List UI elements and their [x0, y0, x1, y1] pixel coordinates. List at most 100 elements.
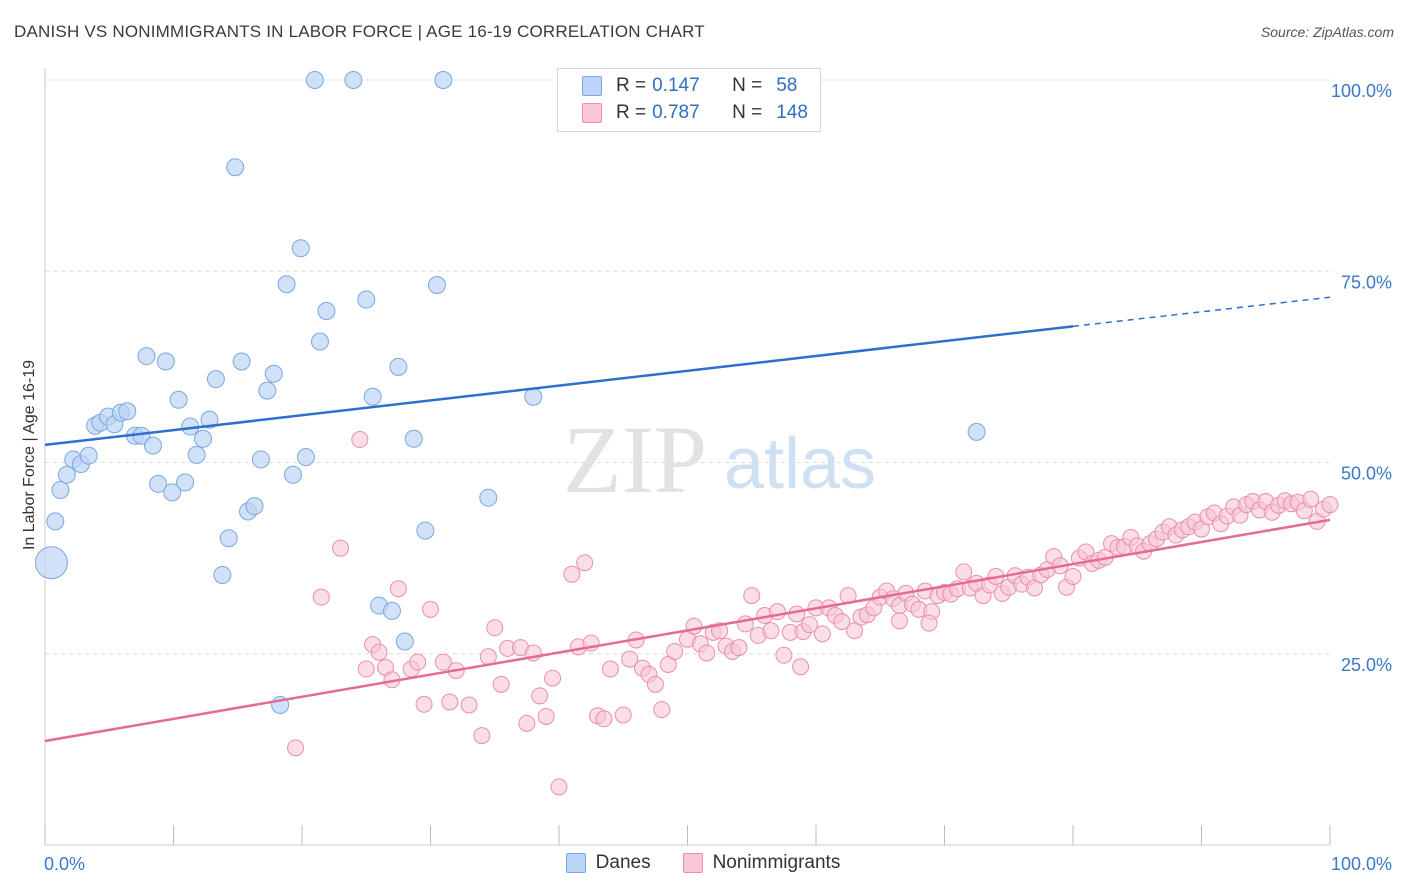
danes-n-value: 58 — [776, 75, 798, 96]
nonimmigrants-point — [576, 554, 594, 572]
nonimmigrants-swatch — [582, 103, 602, 123]
trend-lines — [44, 296, 1331, 743]
danes-point — [194, 429, 213, 448]
nonimmigrants-r-value: 0.787 — [652, 102, 700, 123]
danes-point — [395, 632, 414, 651]
danes-point — [310, 332, 329, 351]
y-tick-label: 25.0% — [1341, 655, 1392, 675]
nonimmigrants-point — [891, 612, 909, 630]
nonimmigrants-point — [357, 660, 375, 678]
nonimmigrants-point — [537, 707, 555, 725]
danes-point — [277, 275, 296, 294]
danes-point — [176, 473, 195, 492]
y-tick-label: 100.0% — [1331, 81, 1392, 101]
nonimmigrants-points — [287, 431, 1339, 796]
danes-point — [46, 512, 65, 531]
nonimmigrants-point — [653, 701, 671, 719]
danes-point — [284, 465, 303, 484]
x-tick-label: 0.0% — [44, 854, 85, 874]
nonimmigrants-point — [518, 714, 536, 732]
axes — [44, 68, 1331, 846]
source-label: Source: ZipAtlas.com — [1260, 24, 1394, 40]
nonimmigrants-point — [422, 600, 439, 618]
nonimmigrants-legend-swatch — [682, 853, 703, 873]
nonimmigrants-point — [788, 605, 806, 623]
nonimmigrants-n-label: N = — [732, 102, 763, 123]
danes-trend-line — [44, 325, 1074, 447]
danes-point — [149, 474, 168, 493]
nonimmigrants-point — [409, 653, 427, 671]
danes-point — [206, 370, 225, 389]
nonimmigrants-point — [370, 643, 388, 661]
danes-point — [524, 387, 543, 406]
nonimmigrants-point — [666, 642, 684, 660]
danes-point — [291, 239, 310, 258]
tick-labels: 25.0% 50.0% 75.0% 100.0% 0.0% 100.0% — [44, 81, 1392, 874]
watermark-atlas: atlas — [724, 424, 876, 504]
danes-point — [389, 357, 408, 376]
nonimmigrants-point — [846, 622, 864, 640]
danes-point — [169, 390, 188, 409]
danes-point — [363, 387, 382, 406]
series-legend: Danes Nonimmigrants — [0, 852, 1406, 874]
danes-point — [264, 364, 283, 383]
nonimmigrants-point — [768, 603, 786, 621]
legend-item-danes[interactable]: Danes — [565, 852, 651, 874]
x-tick-label: 100.0% — [1331, 854, 1392, 874]
danes-point — [187, 445, 206, 464]
danes-point — [251, 450, 270, 469]
nonimmigrants-point — [601, 660, 619, 678]
danes-point — [434, 71, 453, 89]
nonimmigrants-point — [762, 622, 780, 640]
danes-point — [156, 352, 175, 371]
watermark-zip: ZIP — [563, 406, 707, 513]
danes-point — [258, 381, 277, 400]
danes-point — [232, 352, 251, 371]
nonimmigrants-point — [287, 739, 305, 757]
nonimmigrants-point — [441, 693, 459, 711]
nonimmigrants-point — [434, 653, 452, 671]
nonimmigrants-legend-label: Nonimmigrants — [712, 852, 841, 873]
nonimmigrants-point — [312, 588, 330, 606]
danes-point — [200, 410, 219, 429]
y-axis-label: In Labor Force | Age 16-19 — [21, 360, 38, 550]
y-tick-label: 75.0% — [1341, 272, 1392, 292]
danes-point — [245, 497, 264, 516]
nonimmigrants-point — [595, 710, 613, 728]
nonimmigrants-point — [614, 706, 632, 724]
danes-point — [382, 601, 401, 620]
nonimmigrants-point — [479, 648, 497, 666]
legend-item-nonimmigrants[interactable]: Nonimmigrants — [682, 852, 841, 874]
danes-point — [163, 483, 182, 502]
danes-n-label: N = — [732, 75, 763, 96]
nonimmigrants-point — [492, 675, 510, 693]
danes-point — [296, 448, 315, 467]
nonimmigrants-point — [833, 613, 851, 631]
nonimmigrants-point — [730, 639, 748, 657]
chart-title: DANISH VS NONIMMIGRANTS IN LABOR FORCE |… — [14, 22, 705, 41]
danes-point — [143, 436, 162, 455]
nonimmigrants-point — [563, 565, 581, 583]
legend-row-nonimmigrants: R = 0.787 N = 148 — [582, 101, 808, 125]
danes-point — [57, 465, 76, 484]
nonimmigrants-point — [473, 727, 491, 745]
nonimmigrants-point — [389, 580, 407, 598]
stats-legend: R = 0.147 N = 58 R = 0.787 N = 148 — [557, 68, 821, 132]
nonimmigrants-point — [801, 616, 819, 634]
nonimmigrants-point — [1064, 567, 1082, 585]
nonimmigrants-point — [813, 625, 831, 643]
nonimmigrants-point — [685, 617, 703, 635]
nonimmigrants-point — [415, 695, 433, 713]
danes-point — [404, 429, 423, 448]
nonimmigrants-point — [332, 539, 350, 557]
nonimmigrants-point — [486, 619, 504, 637]
legend-row-danes: R = 0.147 N = 58 — [582, 74, 797, 98]
danes-legend-swatch — [565, 853, 586, 873]
nonimmigrants-point — [550, 778, 568, 796]
nonimmigrants-point — [920, 614, 938, 632]
danes-point — [34, 546, 68, 580]
nonimmigrants-point — [792, 658, 810, 676]
nonimmigrants-point — [1302, 490, 1320, 508]
nonimmigrants-point — [775, 646, 793, 664]
